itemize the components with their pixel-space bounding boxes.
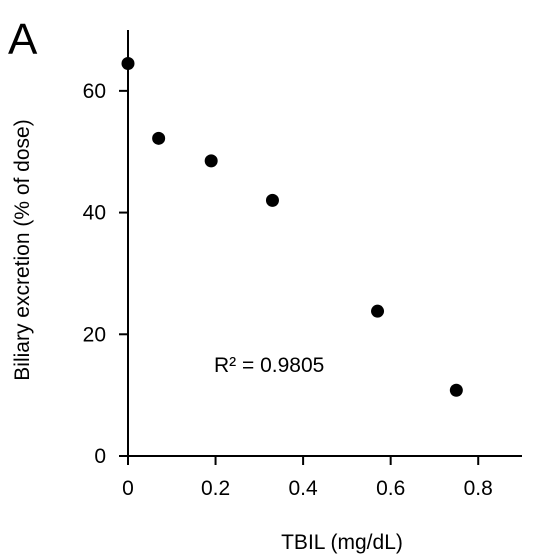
y-tick-label: 0 (94, 445, 106, 468)
y-tick-label: 20 (83, 323, 106, 346)
y-axis: 0 20 40 60 (83, 30, 129, 468)
panel-label: A (8, 15, 38, 64)
x-tick-label: 0.2 (201, 477, 230, 500)
data-point (449, 383, 463, 397)
y-tick-label: 60 (83, 80, 106, 103)
x-tick-label: 0.4 (289, 477, 319, 500)
data-point (204, 154, 218, 168)
data-point (265, 193, 279, 207)
data-points (121, 56, 463, 397)
x-axis: 0 0.2 0.4 0.6 0.8 (122, 455, 522, 500)
y-ticks: 0 20 40 60 (83, 80, 128, 468)
x-tick-label: 0.8 (464, 477, 493, 500)
x-tick-label: 0 (122, 477, 134, 500)
data-point (121, 56, 135, 70)
data-point (371, 304, 385, 318)
x-ticks: 0 0.2 0.4 0.6 0.8 (122, 456, 493, 500)
x-axis-label: TBIL (mg/dL) (281, 531, 403, 554)
data-point (152, 131, 166, 145)
y-axis-label: Biliary excretion (% of dose) (11, 119, 34, 380)
y-tick-label: 40 (83, 202, 106, 225)
r-squared-annotation: R² = 0.9805 (214, 354, 324, 377)
x-tick-label: 0.6 (376, 477, 405, 500)
